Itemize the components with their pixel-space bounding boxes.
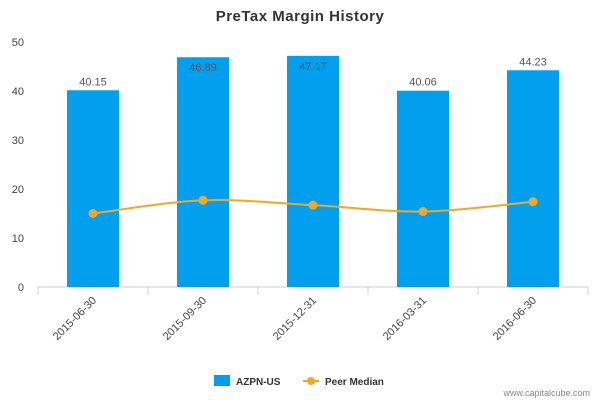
peer-median-point [308,200,318,210]
bar [177,57,229,287]
bar [287,55,339,287]
legend-label-azpn: AZPN-US [236,377,281,388]
peer-median-point [418,207,428,217]
x-tick-label: 2016-06-30 [491,295,539,343]
y-tick-label: 30 [12,135,24,147]
chart-title: PreTax Margin History [216,8,385,25]
y-tick-label: 10 [12,233,24,245]
peer-median-point [198,195,208,205]
x-tick-label: 2015-06-30 [51,295,99,343]
bar-data-label: 40.06 [409,77,437,89]
y-tick-label: 0 [18,282,24,294]
x-tick-label: 2016-03-31 [381,295,429,343]
source-credit: www.capitalcube.com [502,388,590,398]
legend: AZPN-US Peer Median [214,375,384,388]
bar-data-label: 44.23 [519,56,547,68]
bar [397,90,449,288]
bar-data-label: 47.17 [299,61,327,73]
peer-median-point [88,209,98,218]
x-tick-label: 2015-12-31 [271,295,319,343]
line-series [88,195,538,218]
legend-swatch-azpn [214,375,230,386]
y-tick-label: 20 [12,184,24,196]
y-tick-label: 40 [12,86,24,98]
bar [507,70,559,287]
y-tick-label: 50 [12,37,24,49]
peer-median-point [528,197,538,207]
y-axis: 0 10 20 30 40 50 [12,37,24,294]
bar [67,90,119,287]
x-axis: 2015-06-30 2015-09-30 2015-12-31 2016-03-31… [37,286,589,343]
bar-series: 40.15 46.89 47.17 40.06 44.23 [67,55,559,288]
legend-marker-peer [307,377,315,385]
x-tick-label: 2015-09-30 [161,295,209,343]
bar-data-label: 46.89 [189,62,217,74]
legend-label-peer: Peer Median [325,377,384,388]
bar-data-label: 40.15 [79,76,107,88]
